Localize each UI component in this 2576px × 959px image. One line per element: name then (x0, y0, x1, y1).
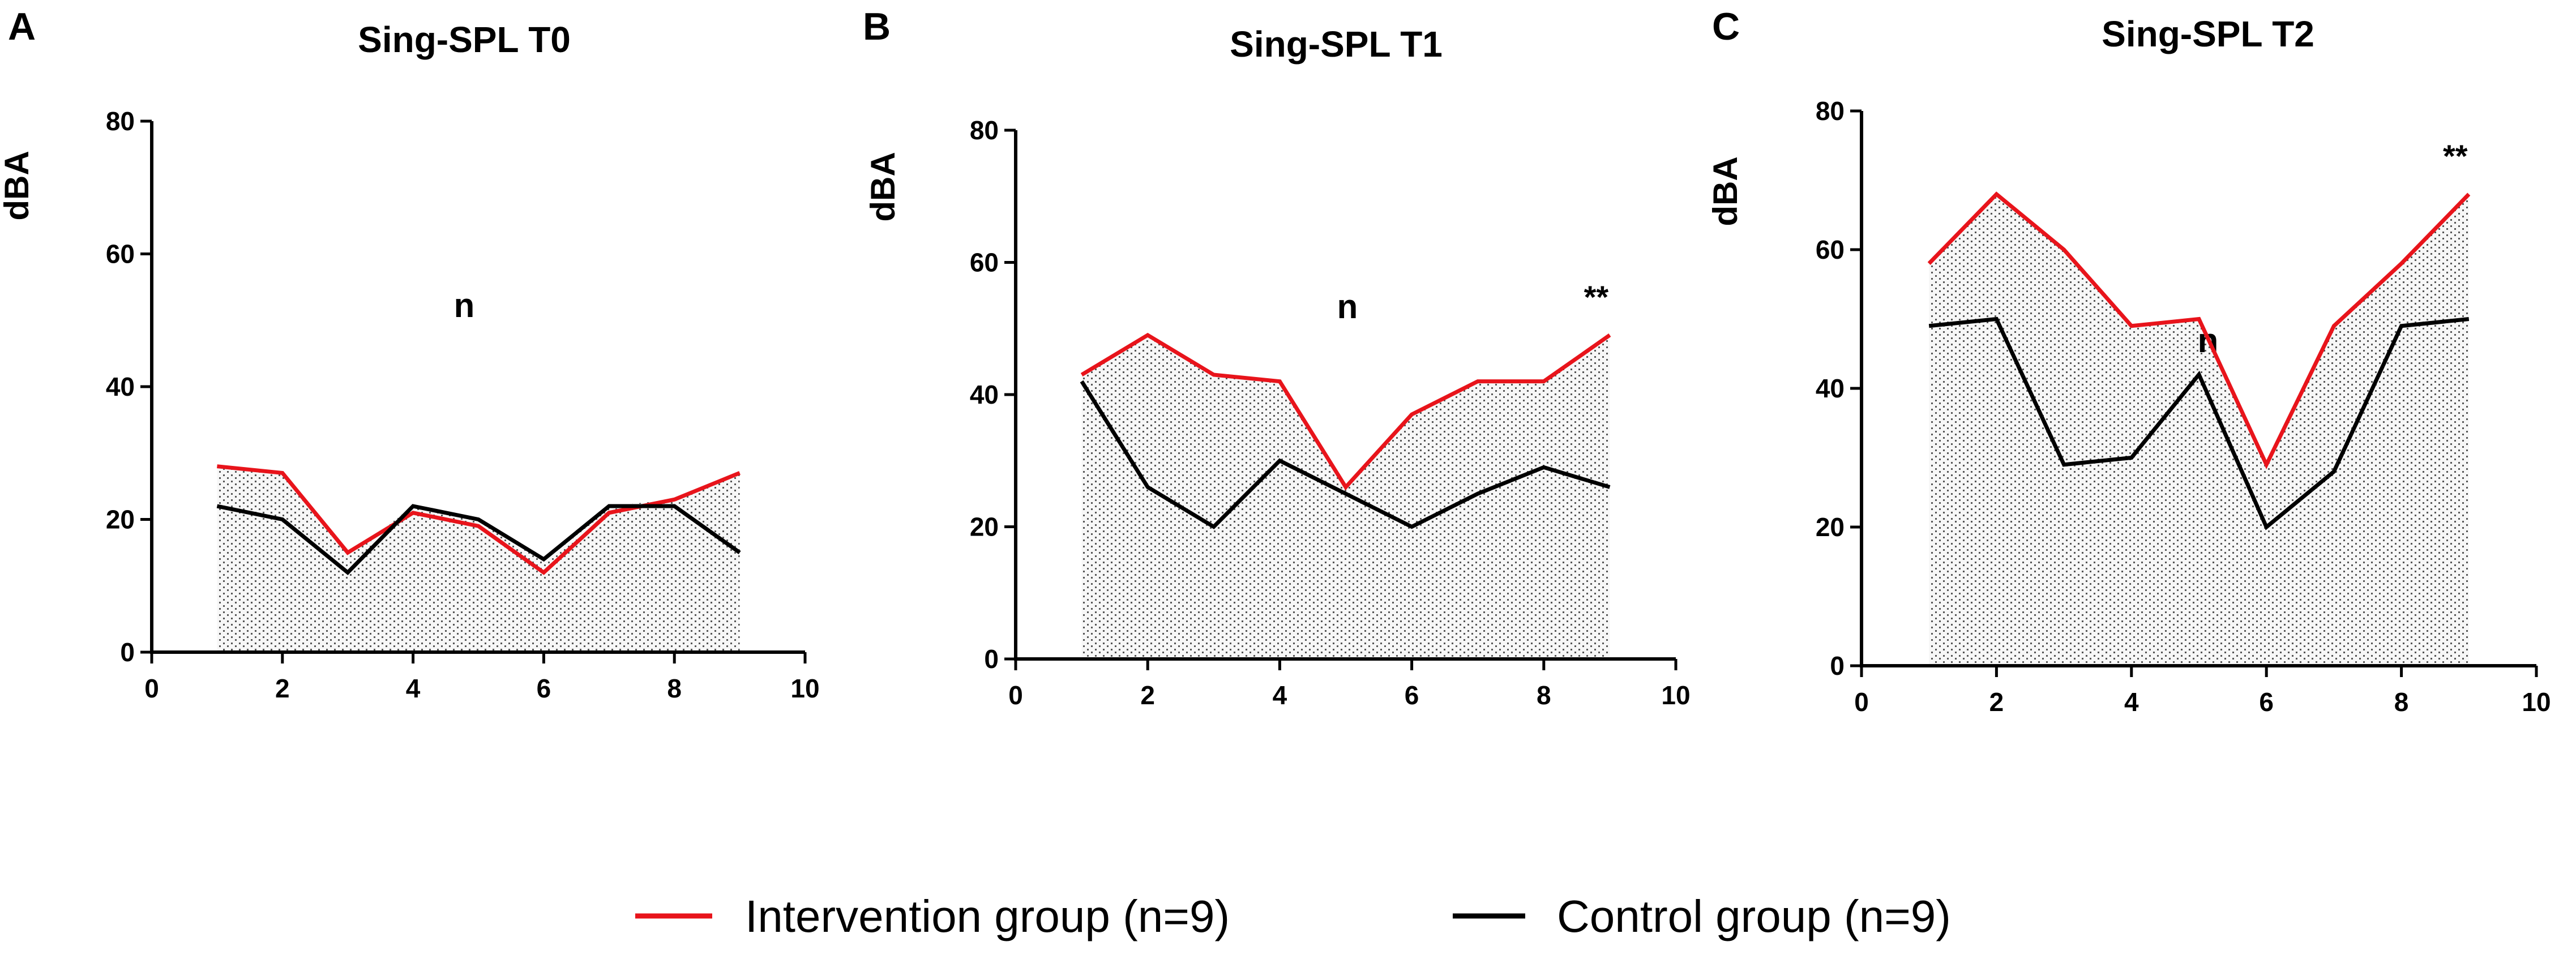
x-tick-label-c: 10 (2522, 687, 2551, 717)
y-tick-label-c: 20 (1816, 512, 1845, 542)
y-tick-label-a: 0 (120, 637, 135, 667)
panel-letter-c: C (1712, 5, 1740, 48)
x-axis-label-a: n (454, 286, 475, 324)
y-tick-label-b: 60 (970, 248, 999, 277)
x-tick-label-b: 8 (1537, 680, 1551, 710)
x-tick-label-a: 10 (790, 674, 819, 703)
x-tick-label-b: 10 (1661, 680, 1690, 710)
y-tick-label-a: 40 (106, 372, 135, 401)
legend-label-intervention: Intervention group (n=9) (745, 891, 1230, 941)
chart-panel-a: A Sing-SPL T0 n dBA 0 2 4 6 8 10 0 20 40 60 80 (0, 5, 820, 703)
x-tick-label-a: 4 (406, 674, 421, 703)
x-tick-label-a: 6 (537, 674, 551, 703)
y-axis-label-b: dBA (864, 152, 902, 221)
x-tick-label-c: 8 (2394, 687, 2409, 717)
chart-panel-b: B Sing-SPL T1 ** n dBA 0 2 4 6 8 10 0 20 40 60 80 (863, 5, 1691, 710)
x-tick-label-c: 6 (2259, 687, 2274, 717)
y-tick-label-c: 80 (1816, 96, 1845, 126)
y-tick-label-a: 60 (106, 239, 135, 269)
y-tick-label-b: 80 (970, 115, 999, 145)
x-axis-label-b: n (1337, 288, 1358, 326)
series-line-intervention-a (217, 464, 741, 575)
y-tick-label-c: 60 (1816, 235, 1845, 264)
shaded-area-a (217, 466, 740, 652)
y-tick-label-a: 80 (106, 106, 135, 136)
x-tick-label-b: 0 (1008, 680, 1023, 710)
x-tick-label-b: 6 (1405, 680, 1419, 710)
significance-annotation-c: ** (2443, 138, 2468, 174)
x-tick-label-a: 0 (144, 674, 159, 703)
x-tick-label-a: 8 (667, 674, 682, 703)
x-tick-label-b: 4 (1273, 680, 1287, 710)
chart-title-c: Sing-SPL T2 (2102, 14, 2314, 54)
shaded-area-c (1929, 194, 2469, 666)
shaded-area-b (1081, 335, 1610, 659)
chart-title-a: Sing-SPL T0 (358, 19, 571, 60)
y-tick-label-b: 0 (984, 644, 999, 674)
series-line-intervention-c (1927, 191, 2471, 469)
y-axis-label-a: dBA (0, 151, 36, 220)
x-tick-label-c: 4 (2124, 687, 2139, 717)
x-tick-label-c: 2 (1989, 687, 2004, 717)
y-tick-label-c: 40 (1816, 374, 1845, 403)
y-tick-label-b: 20 (970, 512, 999, 542)
series-line-intervention-b (1080, 332, 1611, 491)
series-line-control-b (1080, 380, 1611, 529)
legend-label-control: Control group (n=9) (1557, 891, 1951, 941)
x-tick-label-a: 2 (275, 674, 290, 703)
legend: Intervention group (n=9) Control group (… (635, 891, 1951, 941)
y-tick-label-b: 40 (970, 380, 999, 409)
significance-annotation-b: ** (1584, 279, 1609, 315)
series-line-control-a (216, 504, 741, 576)
chart-title-b: Sing-SPL T1 (1230, 24, 1443, 65)
series-line-control-c (1928, 316, 2470, 530)
x-tick-label-b: 2 (1140, 680, 1155, 710)
panel-letter-b: B (863, 5, 891, 48)
panel-letter-a: A (8, 5, 36, 48)
y-tick-label-c: 0 (1830, 651, 1845, 680)
y-tick-label-a: 20 (106, 505, 135, 534)
y-axis-label-c: dBA (1706, 156, 1744, 226)
x-tick-label-c: 0 (1854, 687, 1869, 717)
